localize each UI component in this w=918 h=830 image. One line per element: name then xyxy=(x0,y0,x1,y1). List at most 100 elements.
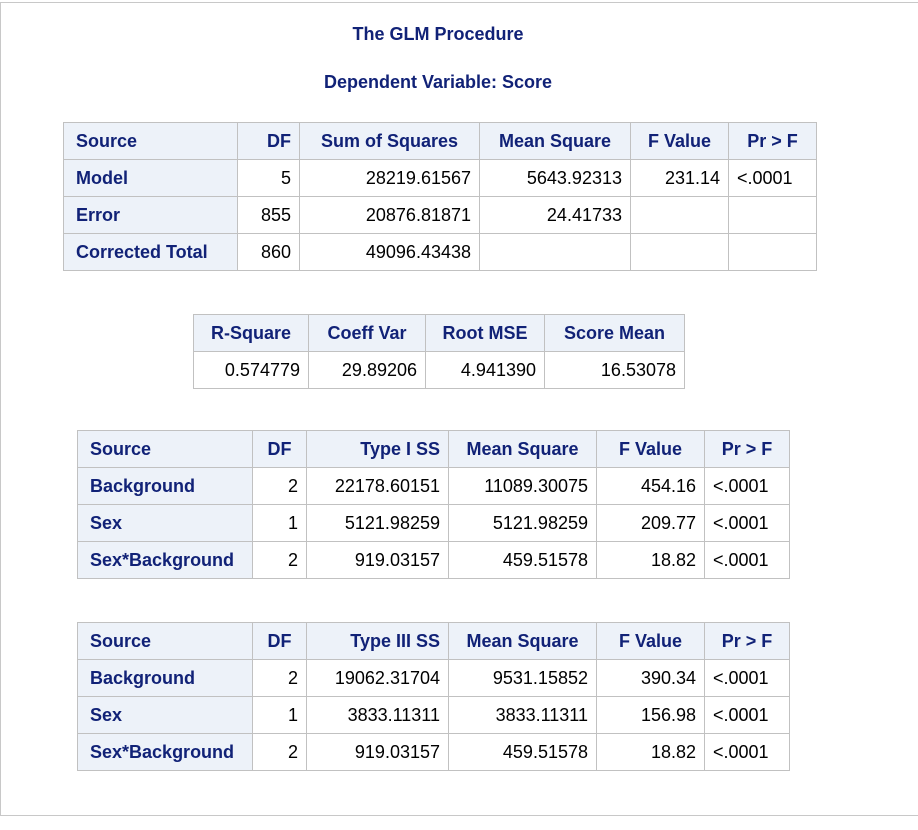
fit-statistics-table: R-Square Coeff Var Root MSE Score Mean 0… xyxy=(193,314,685,389)
table-row: Sex 1 5121.98259 5121.98259 209.77 <.000… xyxy=(77,504,790,542)
mean-square-cell: 3833.11311 xyxy=(448,696,597,734)
ss-cell: 919.03157 xyxy=(306,733,449,771)
df-cell: 2 xyxy=(252,467,307,505)
p-value-cell xyxy=(728,233,817,271)
df-cell: 2 xyxy=(252,659,307,697)
col-header-source: Source xyxy=(77,430,253,468)
col-header-mean-square: Mean Square xyxy=(448,622,597,660)
col-header-pr-f: Pr > F xyxy=(704,622,790,660)
ss-cell: 919.03157 xyxy=(306,541,449,579)
score-mean-cell: 16.53078 xyxy=(544,351,685,389)
col-header-df: DF xyxy=(252,430,307,468)
p-value-cell xyxy=(728,196,817,234)
f-value-cell: 18.82 xyxy=(596,541,705,579)
f-value-cell: 209.77 xyxy=(596,504,705,542)
table-row: Background 2 19062.31704 9531.15852 390.… xyxy=(77,659,790,697)
mean-square-cell: 459.51578 xyxy=(448,541,597,579)
table-row: Sex 1 3833.11311 3833.11311 156.98 <.000… xyxy=(77,696,790,734)
coeff-var-cell: 29.89206 xyxy=(308,351,426,389)
col-header-type-i-ss: Type I SS xyxy=(306,430,449,468)
anova-header-row: Source DF Sum of Squares Mean Square F V… xyxy=(63,122,817,160)
df-cell: 855 xyxy=(237,196,300,234)
col-header-pr-f: Pr > F xyxy=(704,430,790,468)
p-value-cell: <.0001 xyxy=(704,733,790,771)
p-value-cell: <.0001 xyxy=(704,504,790,542)
frame-bottom-border xyxy=(0,815,918,816)
row-header-source: Corrected Total xyxy=(63,233,238,271)
ss-cell: 3833.11311 xyxy=(306,696,449,734)
p-value-cell: <.0001 xyxy=(704,541,790,579)
ss-cell: 19062.31704 xyxy=(306,659,449,697)
r-square-cell: 0.574779 xyxy=(193,351,309,389)
table-row: 0.574779 29.89206 4.941390 16.53078 xyxy=(193,351,685,389)
p-value-cell: <.0001 xyxy=(728,159,817,197)
table-row: Sex*Background 2 919.03157 459.51578 18.… xyxy=(77,733,790,771)
sum-of-squares-cell: 28219.61567 xyxy=(299,159,480,197)
df-cell: 2 xyxy=(252,541,307,579)
col-header-sum-of-squares: Sum of Squares xyxy=(299,122,480,160)
f-value-cell: 18.82 xyxy=(596,733,705,771)
mean-square-cell xyxy=(479,233,631,271)
col-header-coeff-var: Coeff Var xyxy=(308,314,426,352)
col-header-score-mean: Score Mean xyxy=(544,314,685,352)
table-row: Model 5 28219.61567 5643.92313 231.14 <.… xyxy=(63,159,817,197)
anova-table: Source DF Sum of Squares Mean Square F V… xyxy=(63,122,817,271)
p-value-cell: <.0001 xyxy=(704,659,790,697)
root-mse-cell: 4.941390 xyxy=(425,351,545,389)
frame-left-border xyxy=(0,2,1,816)
type3-header-row: Source DF Type III SS Mean Square F Valu… xyxy=(77,622,790,660)
type1-ss-table: Source DF Type I SS Mean Square F Value … xyxy=(77,430,790,579)
mean-square-cell: 9531.15852 xyxy=(448,659,597,697)
f-value-cell xyxy=(630,196,729,234)
ss-cell: 22178.60151 xyxy=(306,467,449,505)
col-header-f-value: F Value xyxy=(596,430,705,468)
col-header-mean-square: Mean Square xyxy=(479,122,631,160)
table-row: Corrected Total 860 49096.43438 xyxy=(63,233,817,271)
f-value-cell xyxy=(630,233,729,271)
df-cell: 1 xyxy=(252,504,307,542)
table-row: Error 855 20876.81871 24.41733 xyxy=(63,196,817,234)
df-cell: 5 xyxy=(237,159,300,197)
col-header-mean-square: Mean Square xyxy=(448,430,597,468)
p-value-cell: <.0001 xyxy=(704,467,790,505)
row-header-source: Sex xyxy=(77,504,253,542)
table-row: Sex*Background 2 919.03157 459.51578 18.… xyxy=(77,541,790,579)
col-header-df: DF xyxy=(252,622,307,660)
col-header-type-iii-ss: Type III SS xyxy=(306,622,449,660)
f-value-cell: 156.98 xyxy=(596,696,705,734)
f-value-cell: 454.16 xyxy=(596,467,705,505)
mean-square-cell: 459.51578 xyxy=(448,733,597,771)
mean-square-cell: 11089.30075 xyxy=(448,467,597,505)
row-header-source: Error xyxy=(63,196,238,234)
mean-square-cell: 24.41733 xyxy=(479,196,631,234)
mean-square-cell: 5121.98259 xyxy=(448,504,597,542)
f-value-cell: 231.14 xyxy=(630,159,729,197)
col-header-root-mse: Root MSE xyxy=(425,314,545,352)
row-header-source: Sex*Background xyxy=(77,733,253,771)
row-header-source: Sex*Background xyxy=(77,541,253,579)
ss-cell: 5121.98259 xyxy=(306,504,449,542)
fit-header-row: R-Square Coeff Var Root MSE Score Mean xyxy=(193,314,685,352)
f-value-cell: 390.34 xyxy=(596,659,705,697)
row-header-source: Background xyxy=(77,659,253,697)
df-cell: 2 xyxy=(252,733,307,771)
col-header-f-value: F Value xyxy=(630,122,729,160)
col-header-df: DF xyxy=(237,122,300,160)
col-header-f-value: F Value xyxy=(596,622,705,660)
col-header-source: Source xyxy=(63,122,238,160)
df-cell: 1 xyxy=(252,696,307,734)
sum-of-squares-cell: 49096.43438 xyxy=(299,233,480,271)
mean-square-cell: 5643.92313 xyxy=(479,159,631,197)
p-value-cell: <.0001 xyxy=(704,696,790,734)
col-header-source: Source xyxy=(77,622,253,660)
procedure-title: The GLM Procedure xyxy=(352,24,524,44)
sum-of-squares-cell: 20876.81871 xyxy=(299,196,480,234)
df-cell: 860 xyxy=(237,233,300,271)
dependent-variable-title: Dependent Variable: Score xyxy=(323,72,553,92)
row-header-source: Model xyxy=(63,159,238,197)
row-header-source: Background xyxy=(77,467,253,505)
type1-header-row: Source DF Type I SS Mean Square F Value … xyxy=(77,430,790,468)
table-row: Background 2 22178.60151 11089.30075 454… xyxy=(77,467,790,505)
type3-ss-table: Source DF Type III SS Mean Square F Valu… xyxy=(77,622,790,771)
frame-top-border xyxy=(0,2,918,3)
